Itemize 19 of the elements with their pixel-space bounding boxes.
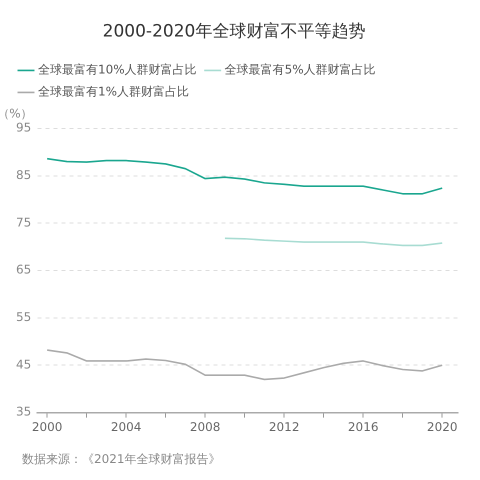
y-tick-label: 95 bbox=[16, 120, 32, 135]
x-tick-label: 2000 bbox=[32, 420, 62, 434]
y-tick-label: 55 bbox=[16, 310, 32, 324]
x-tick-label: 2008 bbox=[190, 420, 220, 434]
y-axis-title: （%） bbox=[0, 106, 33, 121]
legend-label: 全球最富有10%人群财富占比 bbox=[38, 62, 197, 77]
legend-label: 全球最富有5%人群财富占比 bbox=[224, 62, 376, 77]
y-tick-label: 65 bbox=[16, 262, 32, 277]
legend-label: 全球最富有1%人群财富占比 bbox=[38, 84, 190, 99]
y-tick-label: 35 bbox=[16, 404, 32, 419]
y-tick-label: 85 bbox=[16, 168, 32, 182]
x-tick-label: 2020 bbox=[426, 420, 458, 434]
y-tick-label: 75 bbox=[16, 215, 32, 230]
chart-title: 2000-2020年全球财富不平等趋势 bbox=[102, 22, 366, 42]
y-tick-label: 45 bbox=[16, 357, 32, 372]
source-note: 数据来源：《2021年全球财富报告》 bbox=[22, 452, 221, 466]
x-tick-label: 2012 bbox=[268, 420, 300, 434]
x-tick-label: 2004 bbox=[110, 420, 142, 434]
x-tick-label: 2016 bbox=[348, 420, 378, 434]
